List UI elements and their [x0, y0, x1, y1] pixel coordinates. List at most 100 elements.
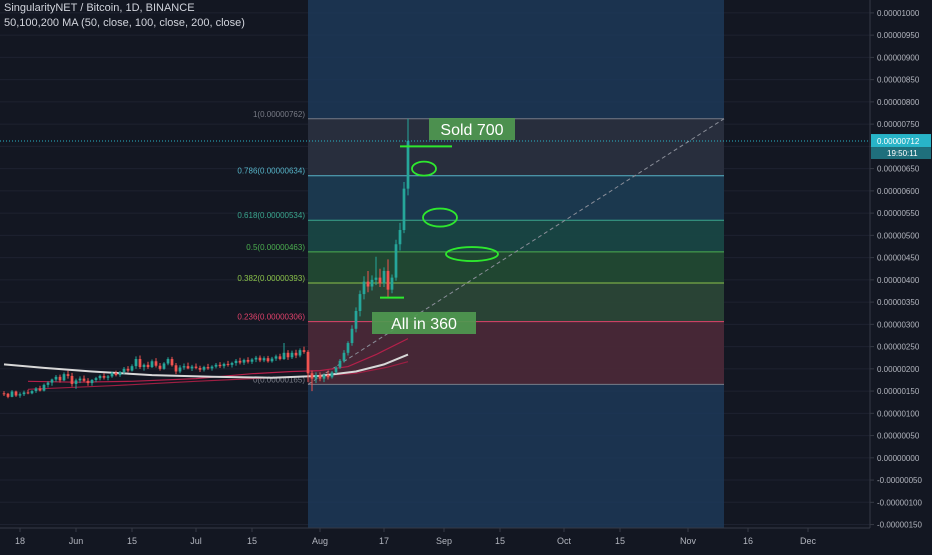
fib-level-label: 0.382(0.00000393)	[237, 274, 305, 283]
price-tick-label: 0.00000600	[877, 187, 920, 196]
price-tick-label: 0.00000400	[877, 276, 920, 285]
candle	[42, 383, 46, 392]
candle	[126, 366, 130, 373]
candle-body	[166, 359, 170, 364]
candle	[170, 356, 174, 367]
candle-body	[46, 382, 50, 385]
candle-body	[314, 375, 318, 379]
sold-annotation-background	[429, 118, 515, 140]
candle-body	[66, 374, 70, 376]
price-tick-label: 0.00001000	[877, 9, 920, 18]
candle	[246, 357, 250, 364]
time-tick-label: Oct	[557, 536, 572, 546]
candle	[90, 379, 94, 386]
price-tick-label: 0.00000550	[877, 209, 920, 218]
candle-body	[226, 363, 230, 365]
fib-zone-0.236	[308, 321, 724, 385]
candle	[30, 390, 34, 395]
candle-body	[94, 378, 98, 380]
candle	[230, 361, 234, 368]
candle-body	[2, 393, 6, 395]
candle-body	[90, 379, 94, 384]
candle-body	[70, 375, 74, 384]
candle	[106, 375, 110, 381]
time-tick-label: Jun	[69, 536, 84, 546]
candle	[10, 390, 14, 398]
candle-body	[274, 356, 278, 359]
candle	[226, 360, 230, 367]
candle-body	[178, 367, 182, 372]
candle	[18, 392, 22, 398]
fib-zone-0.382	[308, 282, 724, 322]
candle	[210, 365, 214, 371]
candle	[394, 239, 398, 281]
candle	[2, 391, 6, 396]
price-tick-label: 0.00000750	[877, 120, 920, 129]
candle	[6, 392, 10, 399]
candle-body	[6, 393, 10, 397]
target-circle	[411, 160, 437, 177]
price-tick-label: 0.00000650	[877, 165, 920, 174]
time-tick-label: Aug	[312, 536, 328, 546]
candle-body	[234, 360, 238, 364]
candle	[382, 267, 386, 287]
candle	[154, 358, 158, 368]
candle	[102, 373, 106, 380]
price-tick-label: 0.00000300	[877, 320, 920, 329]
fib-zone-0.618	[308, 220, 724, 252]
candle	[306, 350, 310, 383]
candle	[22, 390, 26, 396]
fib-level-label: 1(0.00000762)	[253, 110, 305, 119]
candle	[290, 350, 294, 360]
candle	[166, 357, 170, 366]
time-axis-background	[0, 528, 932, 550]
candle	[122, 367, 126, 375]
candle-body	[394, 244, 398, 278]
candle	[378, 268, 382, 287]
candle	[406, 118, 410, 196]
candle	[66, 370, 70, 379]
candle-body	[162, 363, 166, 369]
candle-body	[218, 364, 222, 367]
candle-body	[14, 391, 18, 396]
candle	[190, 364, 194, 372]
candle	[94, 376, 98, 383]
candle-body	[370, 279, 374, 287]
price-tick-label: 0.00000950	[877, 31, 920, 40]
candle-body	[202, 367, 206, 370]
candle-body	[134, 359, 138, 367]
indicator-legend[interactable]: 50,100,200 MA (50, close, 100, close, 20…	[4, 17, 245, 29]
candle	[174, 363, 178, 375]
candle	[202, 365, 206, 372]
candle	[342, 350, 346, 363]
candle	[266, 355, 270, 363]
countdown-value: 19:50:11	[887, 149, 918, 158]
candle	[38, 385, 42, 392]
candle-body	[262, 358, 266, 361]
candle-body	[398, 230, 402, 245]
candle	[350, 325, 354, 346]
time-tick-label: Sep	[436, 536, 452, 546]
candle-body	[30, 391, 34, 394]
candle-body	[146, 364, 150, 368]
candle-body	[50, 379, 54, 383]
candle-body	[210, 366, 214, 369]
candle-body	[206, 367, 210, 369]
candle-body	[338, 360, 342, 368]
candle	[78, 376, 82, 384]
candle	[98, 374, 102, 381]
candle	[234, 359, 238, 366]
candle	[294, 349, 298, 359]
candle	[366, 270, 370, 293]
candle-body	[330, 372, 334, 378]
buy-annotation: All in 360	[372, 312, 476, 334]
candle	[386, 259, 390, 298]
candle-body	[26, 392, 30, 394]
candle-body	[290, 352, 294, 358]
candle	[310, 370, 314, 392]
candle	[358, 290, 362, 317]
price-tick-label: 0.00000150	[877, 387, 920, 396]
candle-body	[342, 352, 346, 361]
